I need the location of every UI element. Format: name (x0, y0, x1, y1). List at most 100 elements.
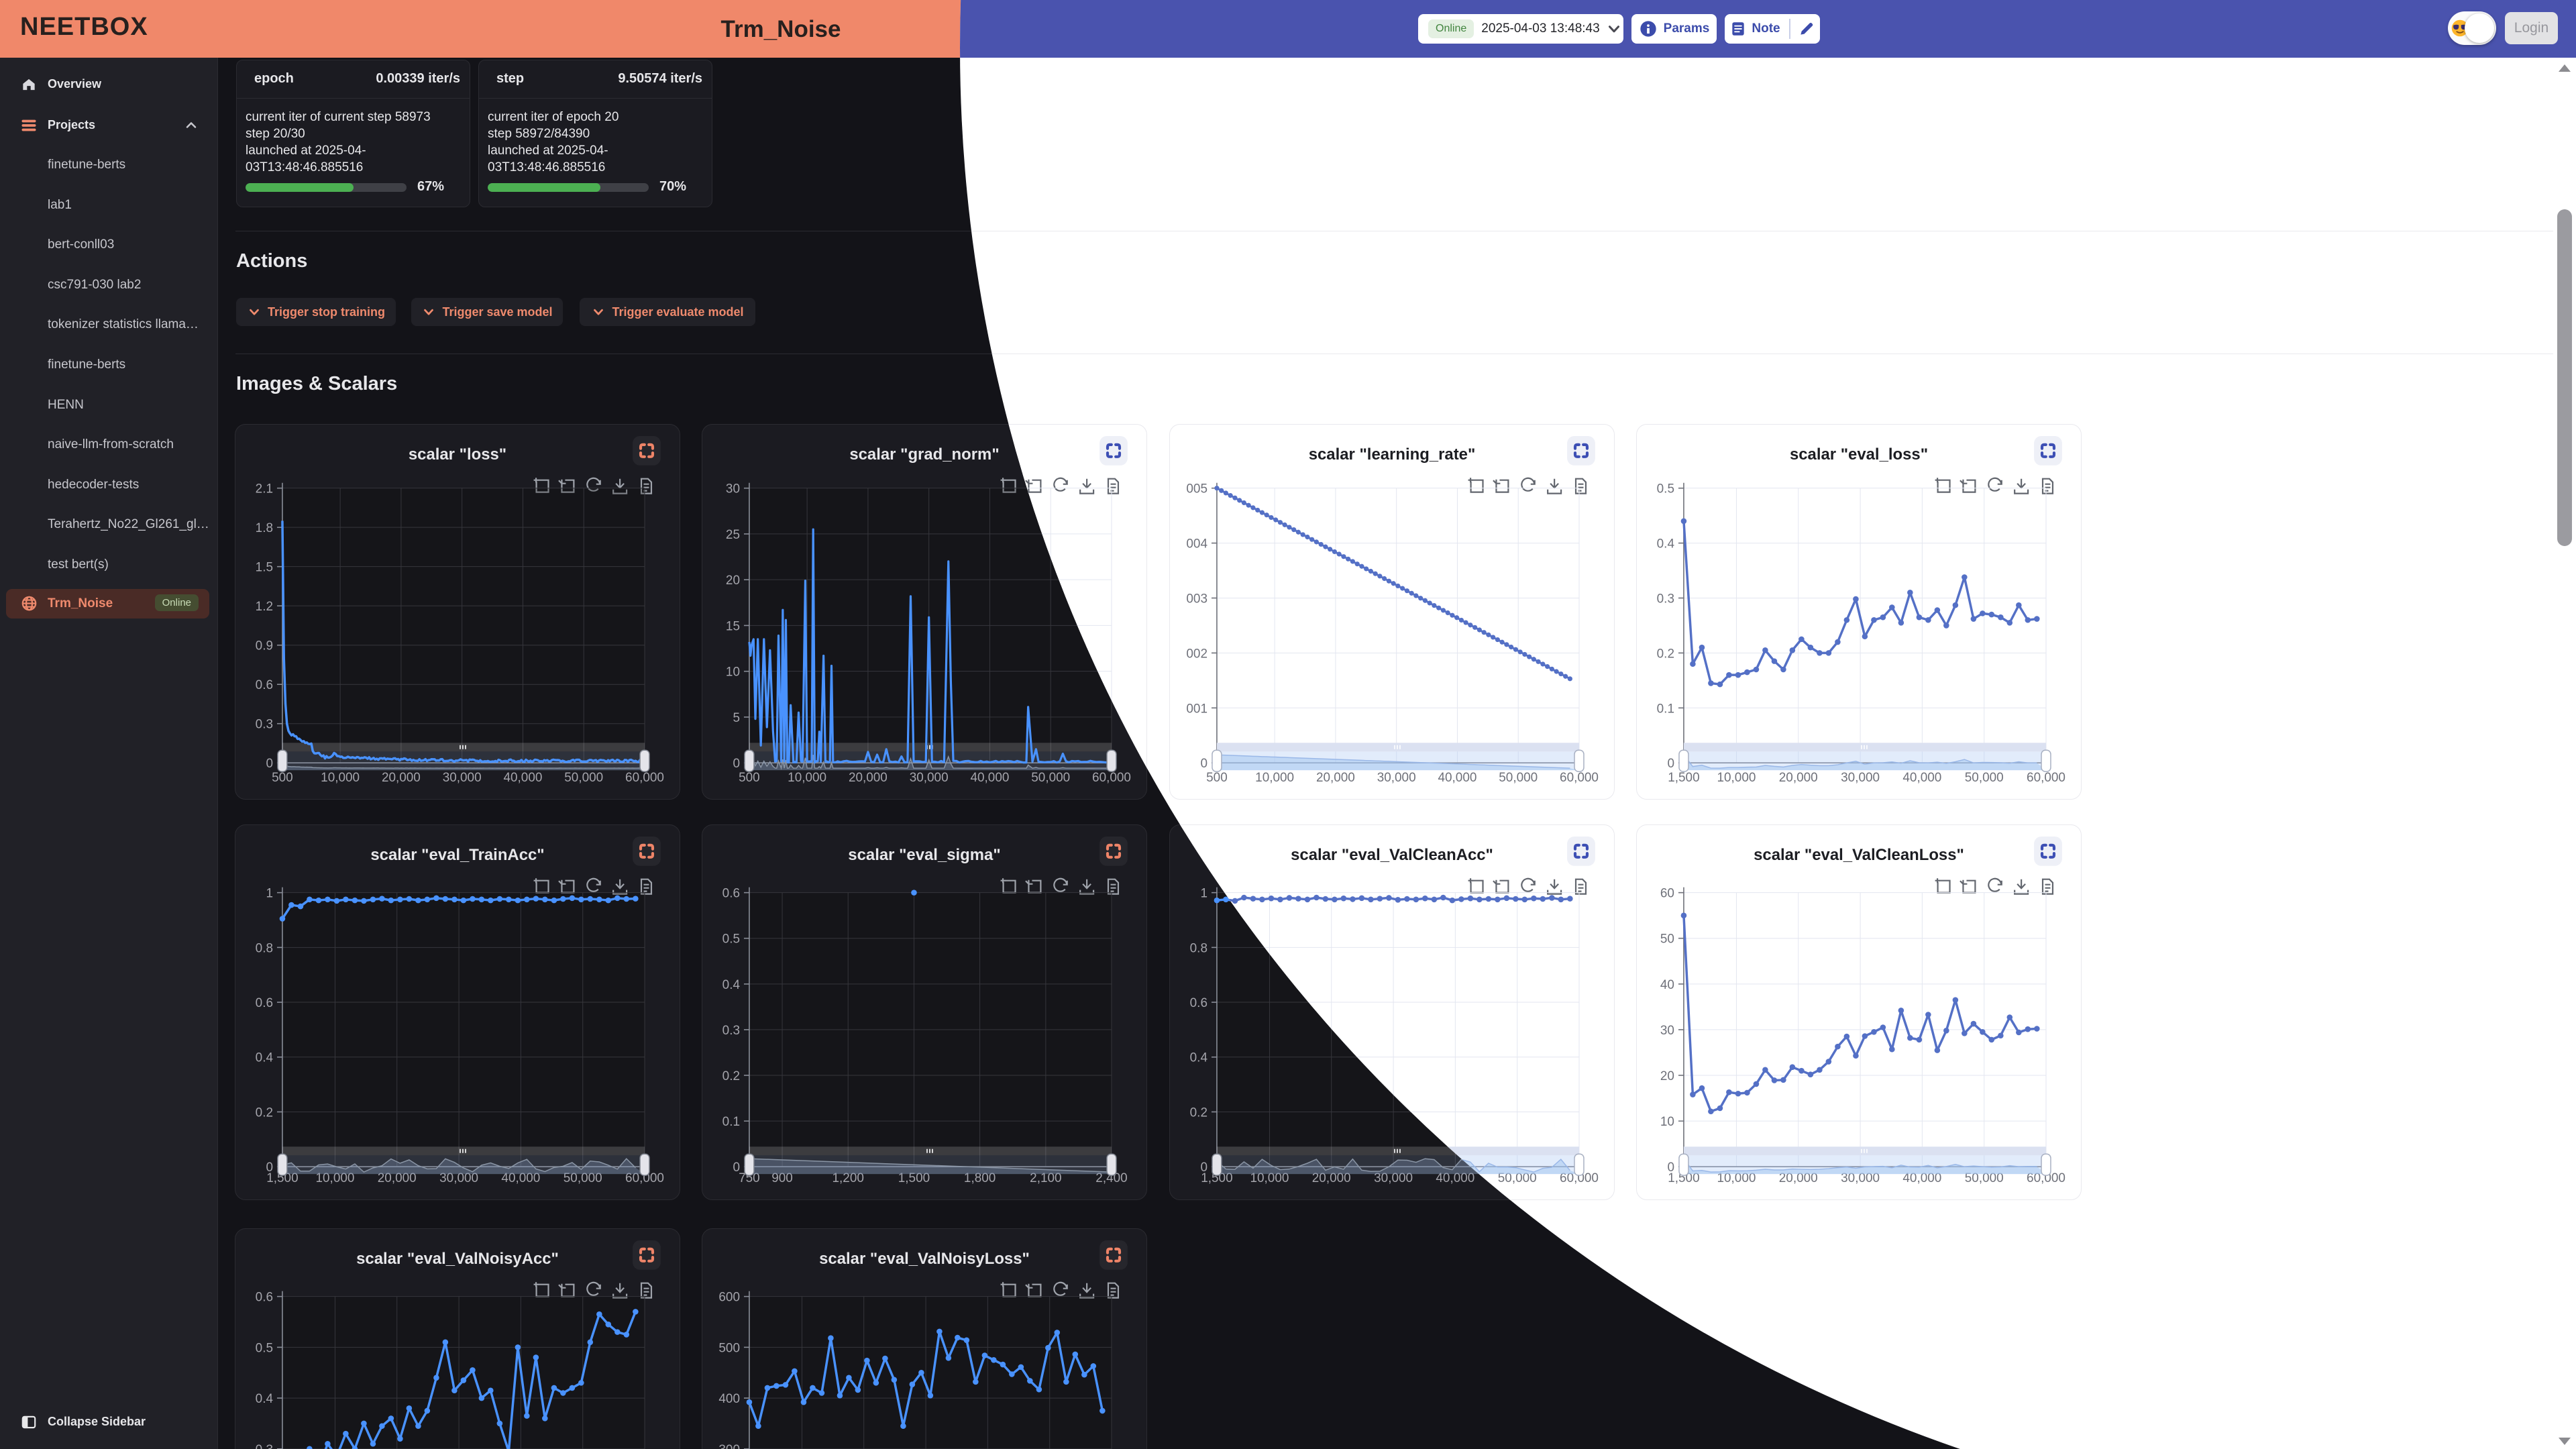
svg-text:scalar "eval_ValCleanLoss": scalar "eval_ValCleanLoss" (1754, 846, 1964, 864)
svg-text:0.6: 0.6 (256, 996, 273, 1010)
svg-text:0: 0 (733, 1161, 740, 1175)
svg-text:40: 40 (1660, 978, 1674, 992)
svg-text:002: 002 (1186, 647, 1208, 661)
svg-text:60,000: 60,000 (1092, 771, 1131, 785)
svg-text:60,000: 60,000 (1560, 771, 1599, 785)
svg-text:1,200: 1,200 (833, 1171, 864, 1185)
svg-text:0.1: 0.1 (1657, 702, 1674, 716)
svg-text:0: 0 (266, 1161, 273, 1175)
svg-text:60,000: 60,000 (2027, 1171, 2065, 1185)
svg-text:0.4: 0.4 (256, 1392, 273, 1406)
svg-text:400: 400 (718, 1392, 740, 1406)
svg-text:900: 900 (771, 1171, 793, 1185)
svg-text:scalar "eval_sigma": scalar "eval_sigma" (848, 846, 1000, 864)
svg-text:0: 0 (1667, 757, 1674, 771)
svg-text:5: 5 (733, 711, 740, 725)
svg-text:0.4: 0.4 (256, 1051, 273, 1065)
svg-text:0: 0 (266, 757, 273, 771)
svg-text:30,000: 30,000 (1841, 1171, 1880, 1185)
svg-text:1.2: 1.2 (256, 600, 273, 614)
svg-text:10: 10 (1660, 1115, 1674, 1129)
svg-text:0.6: 0.6 (1190, 996, 1208, 1010)
svg-text:1,800: 1,800 (964, 1171, 996, 1185)
svg-text:20,000: 20,000 (1779, 771, 1818, 785)
svg-text:0.6: 0.6 (256, 1291, 273, 1305)
svg-text:1,500: 1,500 (1201, 1171, 1232, 1185)
svg-text:750: 750 (739, 1171, 760, 1185)
svg-text:0.4: 0.4 (722, 978, 740, 992)
svg-text:20,000: 20,000 (382, 771, 421, 785)
svg-text:30: 30 (1660, 1024, 1674, 1038)
svg-text:20,000: 20,000 (378, 1171, 417, 1185)
svg-text:30,000: 30,000 (1841, 771, 1880, 785)
svg-text:scalar "loss": scalar "loss" (409, 445, 506, 464)
svg-text:30,000: 30,000 (439, 1171, 478, 1185)
svg-text:60,000: 60,000 (625, 771, 664, 785)
svg-text:0.4: 0.4 (1657, 537, 1674, 551)
svg-text:0.2: 0.2 (1190, 1106, 1208, 1120)
svg-text:scalar "eval_ValNoisyAcc": scalar "eval_ValNoisyAcc" (356, 1250, 559, 1268)
svg-text:40,000: 40,000 (971, 771, 1010, 785)
svg-text:500: 500 (739, 771, 760, 785)
svg-text:0.2: 0.2 (256, 1106, 273, 1120)
svg-text:50,000: 50,000 (1965, 771, 2004, 785)
svg-text:50: 50 (1660, 932, 1674, 947)
svg-text:30,000: 30,000 (1374, 1171, 1413, 1185)
svg-text:scalar "learning_rate": scalar "learning_rate" (1309, 445, 1476, 464)
svg-text:0.5: 0.5 (1657, 482, 1674, 496)
svg-text:0.5: 0.5 (722, 932, 740, 947)
svg-text:1: 1 (1200, 887, 1208, 901)
svg-text:0.2: 0.2 (1657, 647, 1674, 661)
svg-text:50,000: 50,000 (1499, 771, 1538, 785)
svg-text:40,000: 40,000 (1902, 771, 1941, 785)
svg-text:20,000: 20,000 (1779, 1171, 1818, 1185)
svg-text:0.3: 0.3 (1657, 592, 1674, 606)
svg-text:1,500: 1,500 (898, 1171, 930, 1185)
svg-text:30: 30 (726, 482, 740, 496)
svg-text:10,000: 10,000 (1255, 771, 1294, 785)
svg-text:10,000: 10,000 (316, 1171, 355, 1185)
svg-text:50,000: 50,000 (1498, 1171, 1537, 1185)
svg-text:1.8: 1.8 (256, 521, 273, 535)
svg-text:0.6: 0.6 (722, 887, 740, 901)
svg-text:500: 500 (272, 771, 293, 785)
svg-text:40,000: 40,000 (1902, 1171, 1941, 1185)
svg-text:scalar "eval_loss": scalar "eval_loss" (1790, 445, 1928, 464)
svg-text:60,000: 60,000 (2027, 771, 2065, 785)
svg-text:50,000: 50,000 (1965, 1171, 2004, 1185)
svg-text:10,000: 10,000 (1717, 771, 1756, 785)
svg-text:50,000: 50,000 (564, 771, 603, 785)
svg-text:scalar "grad_norm": scalar "grad_norm" (849, 445, 999, 464)
svg-text:600: 600 (718, 1291, 740, 1305)
svg-text:30,000: 30,000 (910, 771, 949, 785)
svg-text:15: 15 (726, 619, 740, 633)
svg-text:0: 0 (1200, 757, 1208, 771)
svg-text:2,400: 2,400 (1095, 1171, 1127, 1185)
svg-text:0: 0 (1200, 1161, 1208, 1175)
svg-text:1,500: 1,500 (1668, 771, 1699, 785)
svg-text:1: 1 (266, 887, 273, 901)
svg-text:40,000: 40,000 (504, 771, 543, 785)
svg-text:10: 10 (726, 665, 740, 680)
svg-text:scalar "eval_ValCleanAcc": scalar "eval_ValCleanAcc" (1291, 846, 1493, 864)
svg-text:0.3: 0.3 (256, 718, 273, 732)
svg-text:003: 003 (1186, 592, 1208, 606)
svg-text:50,000: 50,000 (1031, 771, 1070, 785)
svg-text:0.3: 0.3 (722, 1024, 740, 1038)
svg-text:30,000: 30,000 (443, 771, 482, 785)
svg-text:1.5: 1.5 (256, 561, 273, 575)
svg-text:004: 004 (1186, 537, 1208, 551)
svg-text:25: 25 (726, 528, 740, 542)
svg-text:1,500: 1,500 (1668, 1171, 1699, 1185)
svg-text:500: 500 (1206, 771, 1228, 785)
svg-text:20,000: 20,000 (1316, 771, 1355, 785)
svg-text:0.5: 0.5 (256, 1341, 273, 1355)
svg-text:20,000: 20,000 (1312, 1171, 1351, 1185)
svg-text:40,000: 40,000 (1436, 1171, 1474, 1185)
svg-text:1,500: 1,500 (266, 1171, 298, 1185)
svg-text:60: 60 (1660, 887, 1674, 901)
svg-text:10,000: 10,000 (1717, 1171, 1756, 1185)
svg-text:20,000: 20,000 (849, 771, 888, 785)
svg-text:0.8: 0.8 (1190, 941, 1208, 955)
svg-text:0.6: 0.6 (256, 678, 273, 692)
